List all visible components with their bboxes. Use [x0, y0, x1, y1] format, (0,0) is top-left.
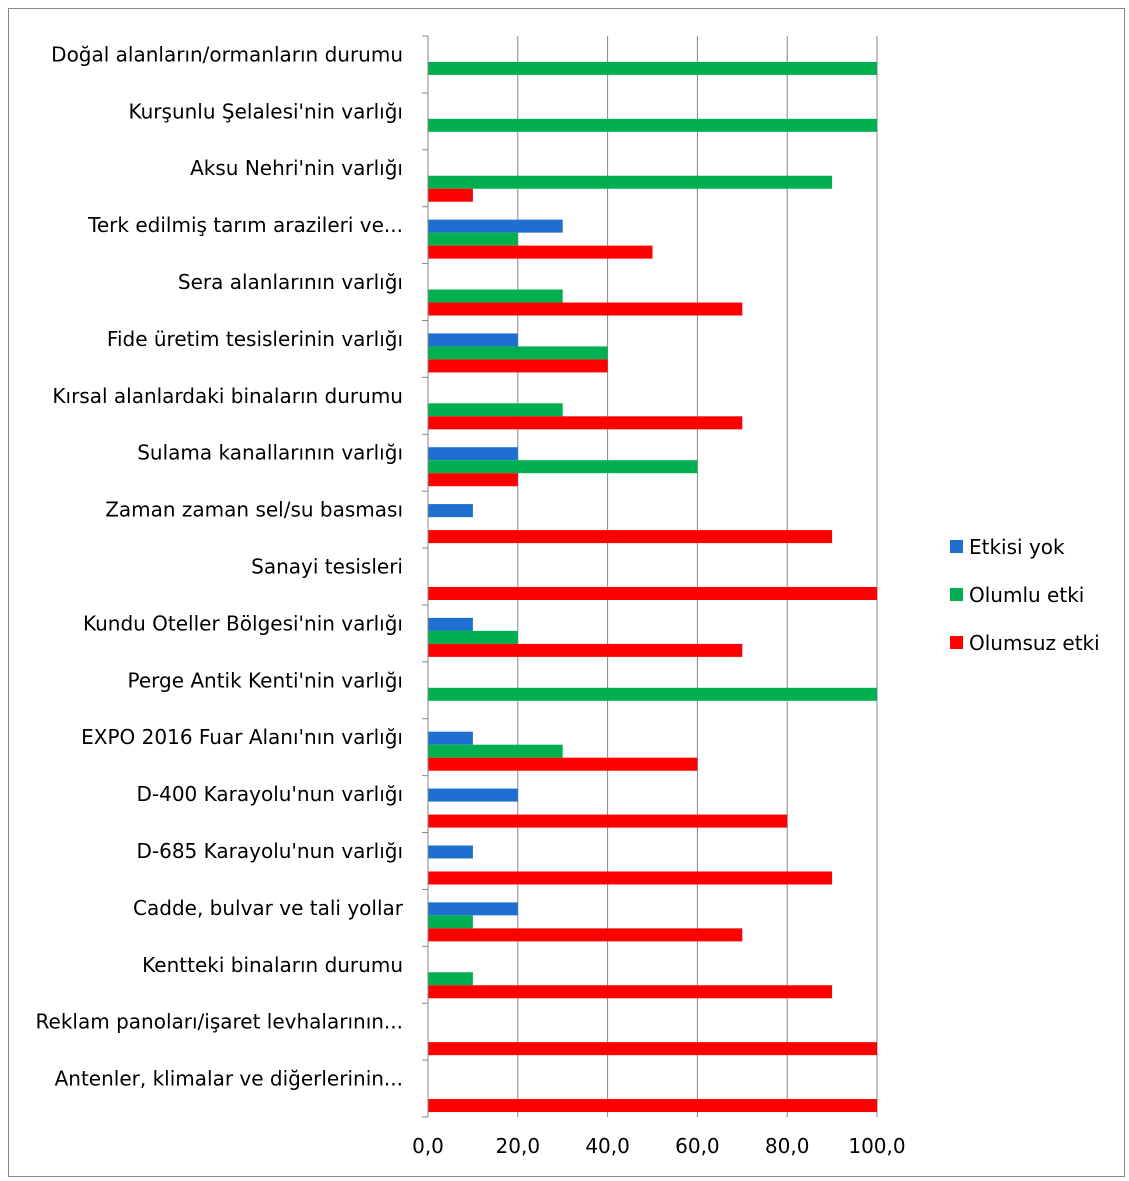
bar-etkisi-yok: [428, 219, 563, 233]
bar-olumlu-etki: [428, 346, 608, 360]
bar-olumlu-etki: [428, 232, 518, 246]
category-label: Aksu Nehri'nin varlığı: [190, 156, 403, 180]
bar-olumsuz-etki: [428, 985, 833, 999]
bar-olumlu-etki: [428, 175, 833, 189]
category-label: Cadde, bulvar ve tali yollar: [133, 896, 404, 920]
bar-olumsuz-etki: [428, 359, 608, 373]
x-tick-label: 0,0: [412, 1134, 444, 1158]
bar-olumlu-etki: [428, 744, 563, 758]
category-label: Sanayi tesisleri: [251, 555, 403, 579]
category-label: Kentteki binaların durumu: [142, 953, 403, 977]
bar-olumlu-etki: [428, 972, 473, 986]
x-tick-label: 60,0: [675, 1134, 720, 1158]
legend-label: Olumsuz etki: [969, 631, 1100, 655]
bar-olumsuz-etki: [428, 416, 743, 430]
category-label: Doğal alanların/ormanların durumu: [51, 42, 403, 66]
bar-olumsuz-etki: [428, 643, 743, 657]
bar-olumlu-etki: [428, 118, 877, 132]
category-label: Kurşunlu Şelalesi'nin varlığı: [129, 99, 403, 123]
category-label: Reklam panoları/işaret levhalarının...: [36, 1010, 403, 1034]
category-labels: Doğal alanların/ormanların durumu Kurşunl…: [36, 42, 404, 1090]
category-label: Antenler, klimalar ve diğerlerinin...: [55, 1067, 403, 1091]
bar-etkisi-yok: [428, 845, 473, 859]
bar-olumlu-etki: [428, 630, 518, 644]
bar-etkisi-yok: [428, 902, 518, 916]
bar-olumsuz-etki: [428, 587, 877, 600]
bar-olumlu-etki: [428, 915, 473, 929]
x-tick-labels: 0,0 20,0 40,0 60,0 80,0 100,0: [412, 1134, 906, 1158]
bar-olumlu-etki: [428, 289, 563, 303]
legend: Etkisi yok Olumlu etki Olumsuz etki: [950, 535, 1100, 655]
x-tick-label: 80,0: [765, 1134, 810, 1158]
bars: [428, 61, 877, 1113]
category-label: Kırsal alanlardaki binaların durumu: [52, 384, 403, 408]
category-label: Sera alanlarının varlığı: [178, 270, 403, 294]
bar-olumsuz-etki: [428, 530, 833, 544]
bar-olumlu-etki: [428, 403, 563, 417]
bar-olumsuz-etki: [428, 473, 518, 487]
category-label: EXPO 2016 Fuar Alanı'nın varlığı: [81, 725, 403, 749]
category-label: Perge Antik Kenti'nin varlığı: [127, 668, 403, 692]
x-tick-label: 100,0: [848, 1134, 905, 1158]
category-label: Zaman zaman sel/su basması: [105, 498, 403, 522]
axes: [422, 35, 429, 1118]
x-tick-label: 40,0: [585, 1134, 630, 1158]
bar-etkisi-yok: [428, 447, 518, 461]
bar-olumsuz-etki: [428, 188, 473, 202]
category-label: Sulama kanallarının varlığı: [137, 441, 403, 465]
bar-olumlu-etki: [428, 460, 698, 474]
category-label: Terk edilmiş tarım arazileri ve...: [87, 213, 403, 237]
legend-label: Etkisi yok: [969, 535, 1065, 559]
bar-etkisi-yok: [428, 617, 473, 631]
bar-etkisi-yok: [428, 731, 473, 745]
bar-olumsuz-etki: [428, 928, 743, 942]
bar-etkisi-yok: [428, 504, 473, 518]
bar-olumsuz-etki: [428, 814, 788, 828]
bar-etkisi-yok: [428, 788, 518, 802]
x-tick-label: 20,0: [496, 1134, 541, 1158]
bar-olumsuz-etki: [428, 871, 833, 885]
legend-swatch: [950, 588, 963, 601]
category-label: Kundu Oteller Bölgesi'nin varlığı: [83, 611, 403, 635]
bar-olumsuz-etki: [428, 1099, 877, 1113]
bar-olumsuz-etki: [428, 245, 653, 259]
category-label: Fide üretim tesislerinin varlığı: [107, 327, 403, 351]
bar-etkisi-yok: [428, 333, 518, 347]
legend-label: Olumlu etki: [969, 583, 1084, 607]
category-label: D-685 Karayolu'nun varlığı: [136, 839, 403, 863]
legend-swatch: [950, 636, 963, 649]
bar-olumsuz-etki: [428, 302, 743, 316]
bar-olumlu-etki: [428, 687, 877, 701]
category-label: D-400 Karayolu'nun varlığı: [136, 782, 403, 806]
gridlines: [517, 36, 878, 1117]
bar-olumsuz-etki: [428, 757, 698, 771]
bar-olumsuz-etki: [428, 1042, 877, 1056]
legend-swatch: [950, 540, 963, 553]
bar-olumlu-etki: [428, 61, 877, 75]
